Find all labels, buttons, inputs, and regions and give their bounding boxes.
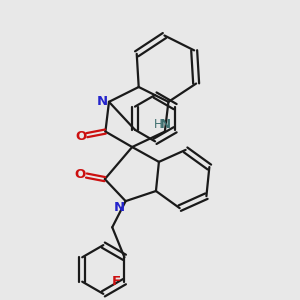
Text: N: N	[160, 118, 171, 131]
Text: H: H	[154, 118, 163, 131]
Text: N: N	[97, 95, 108, 108]
Text: N: N	[114, 201, 125, 214]
Text: O: O	[75, 130, 87, 143]
Text: F: F	[112, 275, 121, 288]
Text: O: O	[75, 168, 86, 181]
